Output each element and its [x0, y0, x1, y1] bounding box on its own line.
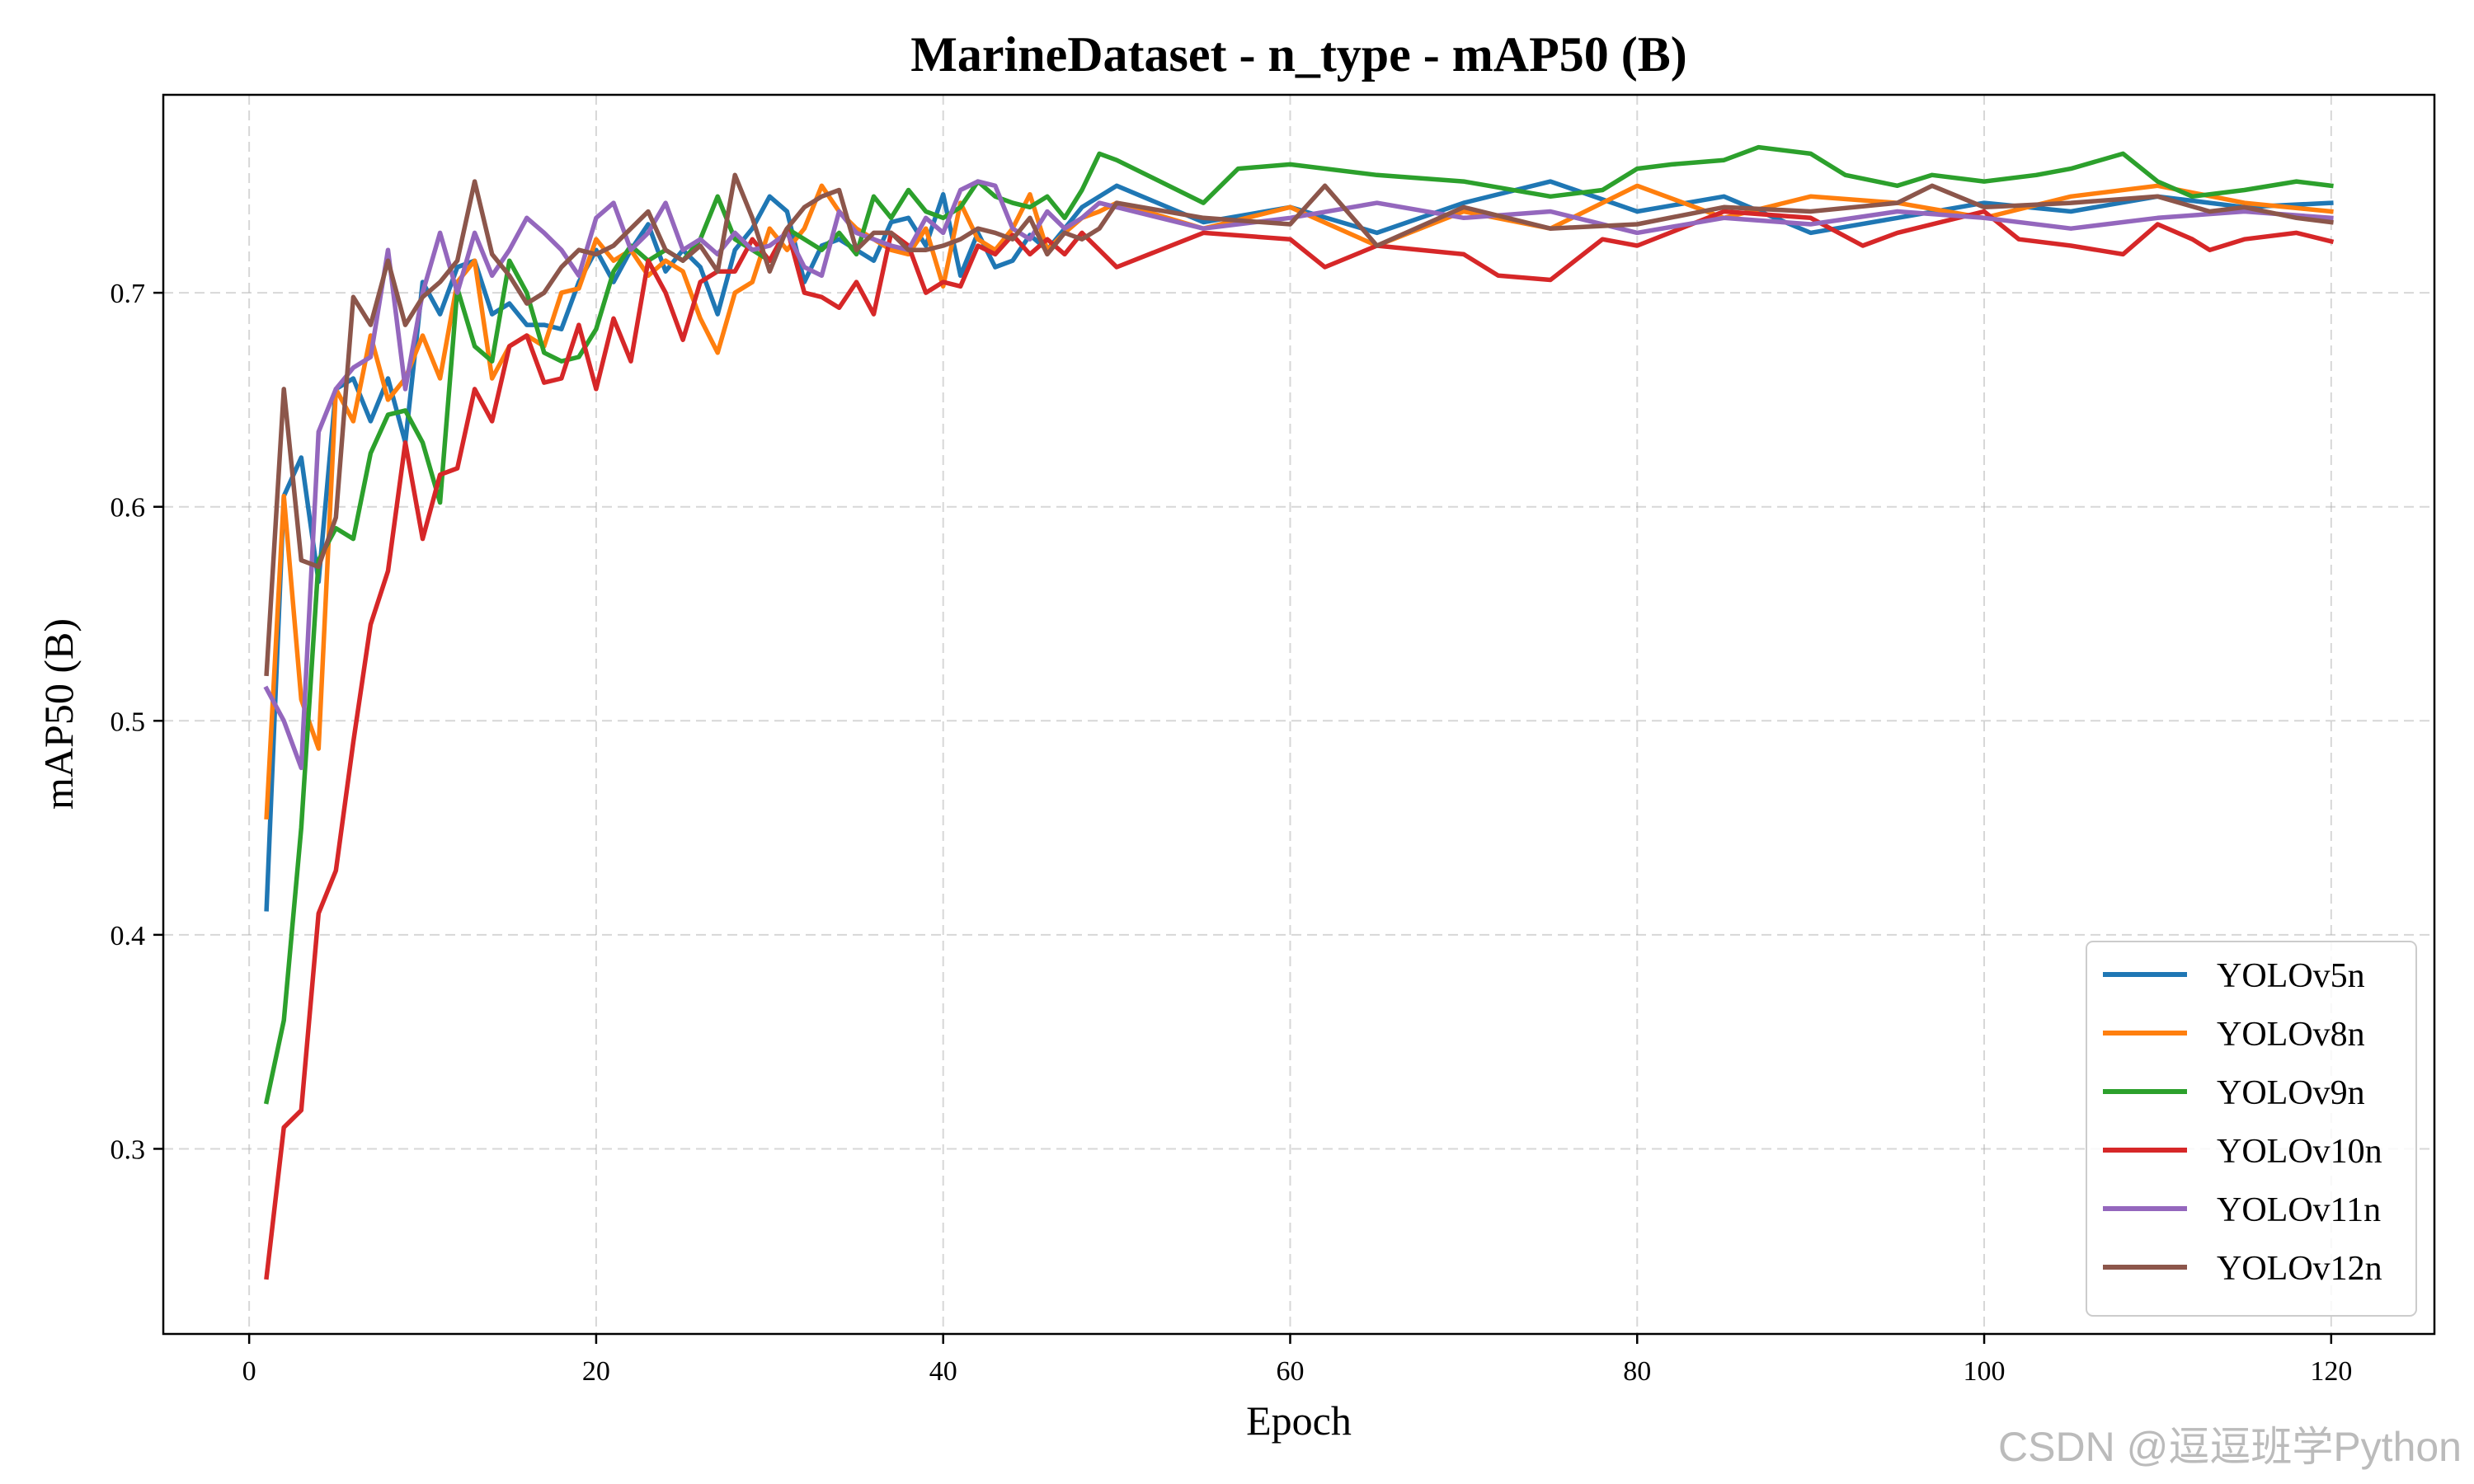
- legend-label: YOLOv8n: [2217, 1016, 2365, 1054]
- legend-label: YOLOv5n: [2217, 957, 2365, 995]
- legend-label: YOLOv9n: [2217, 1074, 2365, 1112]
- series-line-yolov9n: [263, 144, 2334, 1105]
- series-line-yolov12n: [264, 172, 2334, 677]
- x-tick-label: 100: [1964, 1356, 2006, 1387]
- x-tick-label: 20: [582, 1356, 610, 1387]
- chart-title: MarineDataset - n_type - mAP50 (B): [910, 27, 1686, 82]
- plot-frame: [162, 93, 2436, 1336]
- legend-label: YOLOv11n: [2217, 1191, 2381, 1229]
- y-tick-label: 0.4: [111, 921, 146, 951]
- series-line-yolov5n: [264, 179, 2334, 912]
- x-tick-label: 120: [2310, 1356, 2352, 1387]
- watermark: CSDN @逗逗班学Python: [1998, 1424, 2462, 1470]
- x-tick-label: 80: [1623, 1356, 1651, 1387]
- ticks: 0 20 40 60 80 100 120 0.3 0.4 0.5 0.6 0.7: [111, 279, 2353, 1387]
- legend-label: YOLOv10n: [2217, 1133, 2382, 1171]
- series-line-yolov11n: [263, 179, 2334, 771]
- y-tick-label: 0.7: [111, 279, 146, 309]
- legend-label: YOLOv12n: [2217, 1250, 2382, 1288]
- series-lines: [263, 144, 2335, 1280]
- grid: [163, 95, 2434, 1334]
- y-tick-label: 0.3: [111, 1134, 146, 1165]
- x-tick-label: 40: [929, 1356, 957, 1387]
- x-tick-label: 0: [242, 1356, 256, 1387]
- y-tick-label: 0.5: [111, 707, 146, 737]
- legend: YOLOv5n YOLOv8n YOLOv9n YOLOv10n YOLOv11n YOL…: [2086, 941, 2417, 1317]
- y-axis-label: mAP50 (B): [35, 618, 82, 810]
- y-tick-label: 0.6: [111, 493, 146, 524]
- x-tick-label: 60: [1276, 1356, 1304, 1387]
- x-axis-label: Epoch: [1246, 1397, 1352, 1444]
